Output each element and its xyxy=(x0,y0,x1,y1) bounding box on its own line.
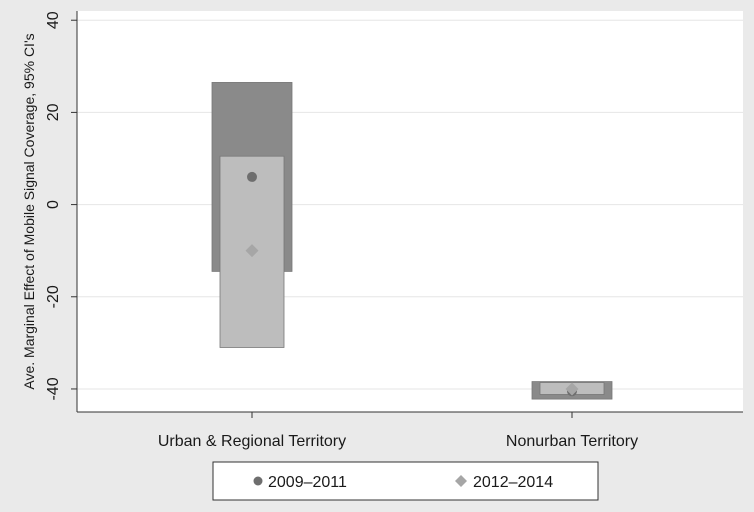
legend: 2009–2011 2012–2014 xyxy=(212,461,599,501)
x-tick-label: Nonurban Territory xyxy=(506,433,638,450)
gridlines xyxy=(77,19,743,390)
point-estimates xyxy=(245,171,579,397)
legend-box xyxy=(212,461,599,501)
legend-marker-series-1 xyxy=(253,476,263,486)
y-tick-label: -20 xyxy=(45,285,62,308)
axes: 40 20 0 -20 -40 Urban & Regional Territory Non… xyxy=(45,11,743,450)
y-tick-label: 0 xyxy=(45,200,62,209)
legend-label-series-1: 2009–2011 xyxy=(268,474,347,491)
y-tick-label: 20 xyxy=(45,103,62,121)
plot-area xyxy=(77,11,743,412)
y-axis-label: Ave. Marginal Effect of Mobile Signal Co… xyxy=(21,33,37,389)
y-tick-label: 40 xyxy=(45,11,62,29)
x-tick-label: Urban & Regional Territory xyxy=(158,433,346,450)
y-tick-label: -40 xyxy=(45,377,62,400)
legend-marker-series-2 xyxy=(455,475,467,487)
point-estimate-series-2 xyxy=(565,382,579,396)
legend-label-series-2: 2012–2014 xyxy=(473,474,553,491)
point-estimate-series-2 xyxy=(245,244,259,258)
point-estimate-series-1 xyxy=(247,171,257,182)
